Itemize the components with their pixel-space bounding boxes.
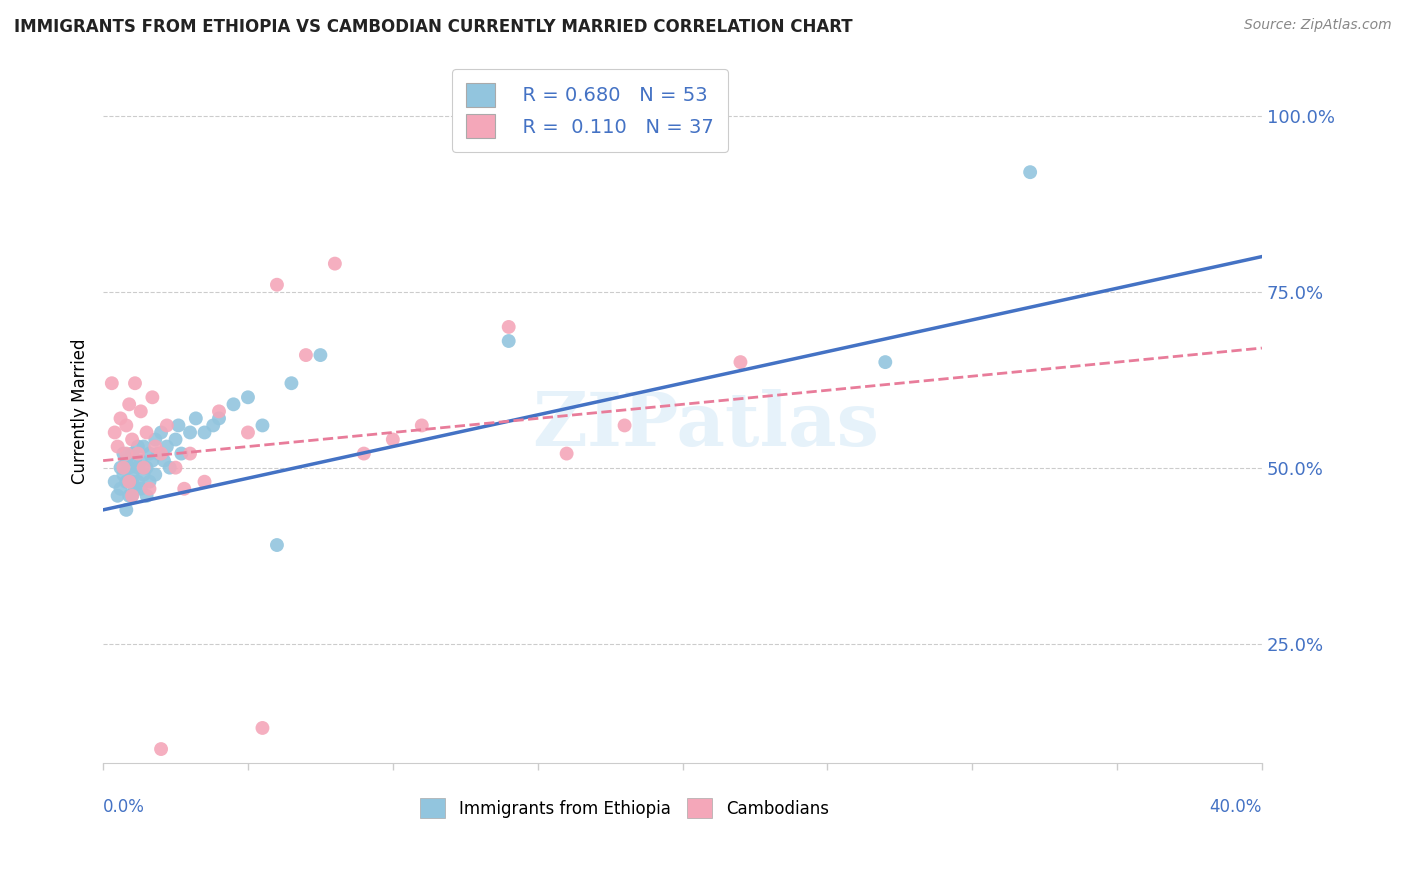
Point [156, 418, 179, 433]
Point [170, 446, 193, 460]
Point [173, 482, 195, 496]
Point [129, 453, 152, 467]
Point [555, 446, 578, 460]
Point [118, 460, 141, 475]
Legend: Immigrants from Ethiopia, Cambodians: Immigrants from Ethiopia, Cambodians [413, 791, 835, 825]
Point [115, 503, 138, 517]
Point [193, 475, 215, 489]
Point [252, 418, 274, 433]
Point [135, 489, 157, 503]
Point [132, 467, 155, 482]
Point [143, 433, 166, 447]
Point [110, 460, 132, 475]
Point [110, 411, 132, 425]
Point [121, 433, 143, 447]
Point [112, 460, 135, 475]
Point [110, 482, 132, 496]
Y-axis label: Currently Married: Currently Married [72, 339, 89, 484]
Point [1019, 165, 1042, 179]
Point [165, 433, 187, 447]
Point [156, 440, 179, 454]
Point [138, 475, 160, 489]
Point [381, 433, 404, 447]
Point [121, 489, 143, 503]
Point [143, 440, 166, 454]
Point [127, 440, 149, 454]
Point [121, 446, 143, 460]
Point [167, 418, 190, 433]
Point [141, 390, 163, 404]
Point [127, 460, 149, 475]
Point [118, 489, 141, 503]
Point [112, 446, 135, 460]
Point [132, 440, 155, 454]
Point [124, 376, 146, 391]
Point [153, 453, 176, 467]
Point [124, 453, 146, 467]
Point [613, 418, 636, 433]
Point [353, 446, 375, 460]
Point [107, 440, 129, 454]
Point [143, 467, 166, 482]
Point [498, 334, 520, 348]
Point [193, 425, 215, 440]
Point [208, 404, 231, 418]
Point [150, 742, 173, 756]
Point [165, 460, 187, 475]
Point [184, 411, 207, 425]
Point [118, 397, 141, 411]
Point [115, 453, 138, 467]
Point [252, 721, 274, 735]
Point [138, 446, 160, 460]
Point [135, 460, 157, 475]
Point [121, 467, 143, 482]
Point [118, 475, 141, 489]
Point [266, 538, 288, 552]
Text: IMMIGRANTS FROM ETHIOPIA VS CAMBODIAN CURRENTLY MARRIED CORRELATION CHART: IMMIGRANTS FROM ETHIOPIA VS CAMBODIAN CU… [14, 18, 852, 36]
Point [135, 425, 157, 440]
Point [875, 355, 897, 369]
Point [208, 411, 231, 425]
Point [146, 446, 169, 460]
Point [115, 418, 138, 433]
Point [295, 348, 318, 362]
Point [141, 453, 163, 467]
Point [115, 475, 138, 489]
Point [129, 404, 152, 418]
Point [129, 482, 152, 496]
Point [150, 425, 173, 440]
Text: ZIPatlas: ZIPatlas [533, 389, 879, 462]
Point [266, 277, 288, 292]
Point [107, 489, 129, 503]
Point [411, 418, 433, 433]
Point [104, 475, 127, 489]
Point [101, 376, 124, 391]
Point [280, 376, 302, 391]
Point [150, 446, 173, 460]
Point [236, 425, 259, 440]
Point [121, 475, 143, 489]
Point [159, 460, 181, 475]
Point [179, 446, 201, 460]
Point [179, 425, 201, 440]
Text: Source: ZipAtlas.com: Source: ZipAtlas.com [1244, 18, 1392, 32]
Point [121, 489, 143, 503]
Point [138, 482, 160, 496]
Point [124, 482, 146, 496]
Point [309, 348, 332, 362]
Point [127, 475, 149, 489]
Point [730, 355, 752, 369]
Point [236, 390, 259, 404]
Point [115, 446, 138, 460]
Text: 40.0%: 40.0% [1209, 797, 1263, 816]
Point [112, 467, 135, 482]
Point [132, 460, 155, 475]
Point [202, 418, 225, 433]
Point [323, 257, 346, 271]
Point [498, 320, 520, 334]
Point [104, 425, 127, 440]
Point [127, 446, 149, 460]
Text: 0.0%: 0.0% [103, 797, 145, 816]
Point [222, 397, 245, 411]
